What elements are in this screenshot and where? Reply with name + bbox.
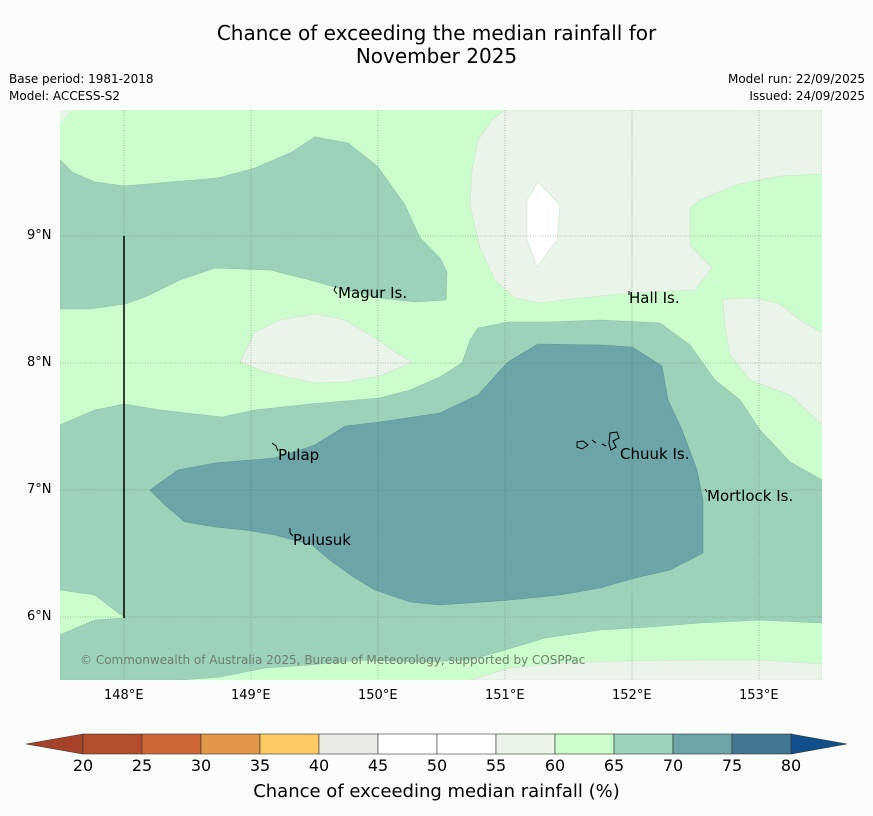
- colorbar-segment-35: [259, 733, 320, 755]
- lat-tick-7: 7°N: [27, 482, 52, 497]
- lon-tick-149: 149°E: [231, 688, 271, 703]
- zone-55-60-north: [469, 110, 822, 304]
- pulusuk-island-shape: [289, 528, 294, 537]
- cb-tick-55: 55: [485, 756, 507, 775]
- colorbar-segment-40: [318, 733, 379, 755]
- pulap-island-shape: [271, 442, 279, 452]
- zone-65-70: [60, 136, 448, 310]
- model-name: Model: ACCESS-S2: [9, 89, 121, 103]
- lon-tick-150: 150°E: [358, 688, 398, 703]
- cb-tick-45: 45: [367, 756, 389, 775]
- magur-island-shape: [333, 285, 338, 295]
- colorbar-segment-55: [495, 733, 556, 755]
- zone-55-60-east: [722, 297, 822, 426]
- title-line-2: November 2025: [355, 44, 518, 68]
- title-line-1: Chance of exceeding the median rainfall …: [216, 21, 657, 45]
- colorbar-segment-30: [200, 733, 261, 755]
- cb-tick-65: 65: [603, 756, 625, 775]
- colorbar-segment-60: [554, 733, 615, 755]
- place-chuuk: Chuuk Is.: [620, 445, 690, 463]
- cb-tick-35: 35: [249, 756, 271, 775]
- colorbar-label: Chance of exceeding median rainfall (%): [253, 781, 620, 802]
- lon-tick-153: 153°E: [739, 688, 779, 703]
- colorbar-segment-25: [141, 733, 202, 755]
- zone-50-55: [526, 181, 561, 268]
- colorbar-segment-65: [613, 733, 674, 755]
- colorbar-extend-high: [790, 733, 848, 755]
- lat-tick-8: 8°N: [27, 355, 52, 370]
- place-pulap: Pulap: [278, 446, 320, 464]
- copyright-text: © Commonwealth of Australia 2025, Bureau…: [80, 653, 586, 667]
- zone-55-60-west: [239, 313, 413, 384]
- lat-tick-9: 9°N: [27, 228, 52, 243]
- lon-tick-152: 152°E: [612, 688, 652, 703]
- zone-70-75: [149, 343, 704, 606]
- cb-tick-30: 30: [190, 756, 212, 775]
- colorbar-segment-50: [436, 733, 497, 755]
- lon-tick-148: 148°E: [104, 688, 144, 703]
- zone-55-60-south: [469, 659, 822, 680]
- place-mortlock: Mortlock Is.: [707, 487, 794, 505]
- contour-layer: [60, 110, 822, 680]
- islands: [271, 285, 708, 537]
- meta-right: Model run: 22/09/2025 Issued: 24/09/2025: [728, 71, 865, 105]
- colorbar-segment-20: [82, 733, 143, 755]
- cb-tick-70: 70: [662, 756, 684, 775]
- colorbar-segment-75: [731, 733, 792, 755]
- cb-tick-60: 60: [544, 756, 566, 775]
- colorbar-segment-70: [672, 733, 733, 755]
- cb-tick-20: 20: [72, 756, 94, 775]
- cb-tick-80: 80: [780, 756, 802, 775]
- model-run: Model run: 22/09/2025: [727, 72, 865, 86]
- meta-left: Base period: 1981-2018 Model: ACCESS-S2: [9, 71, 154, 105]
- map-title: Chance of exceeding the median rainfall …: [0, 22, 873, 68]
- base-period: Base period: 1981-2018: [9, 72, 154, 86]
- cb-tick-75: 75: [721, 756, 743, 775]
- place-hall: Hall Is.: [629, 289, 680, 307]
- place-magur: Magur Is.: [338, 284, 408, 302]
- lon-tick-151: 151°E: [485, 688, 525, 703]
- mortlock-island-shape: [704, 488, 708, 493]
- colorbar: [25, 733, 848, 755]
- cb-tick-25: 25: [131, 756, 153, 775]
- colorbar-segment-45: [377, 733, 438, 755]
- cb-tick-50: 50: [426, 756, 448, 775]
- lat-tick-6: 6°N: [27, 609, 52, 624]
- chuuk-island-shape: [576, 431, 620, 451]
- cb-tick-40: 40: [308, 756, 330, 775]
- colorbar-extend-low: [25, 733, 84, 755]
- issued-date: Issued: 24/09/2025: [749, 89, 865, 103]
- place-pulusuk: Pulusuk: [293, 531, 351, 549]
- zone-55-60-nw: [60, 110, 72, 123]
